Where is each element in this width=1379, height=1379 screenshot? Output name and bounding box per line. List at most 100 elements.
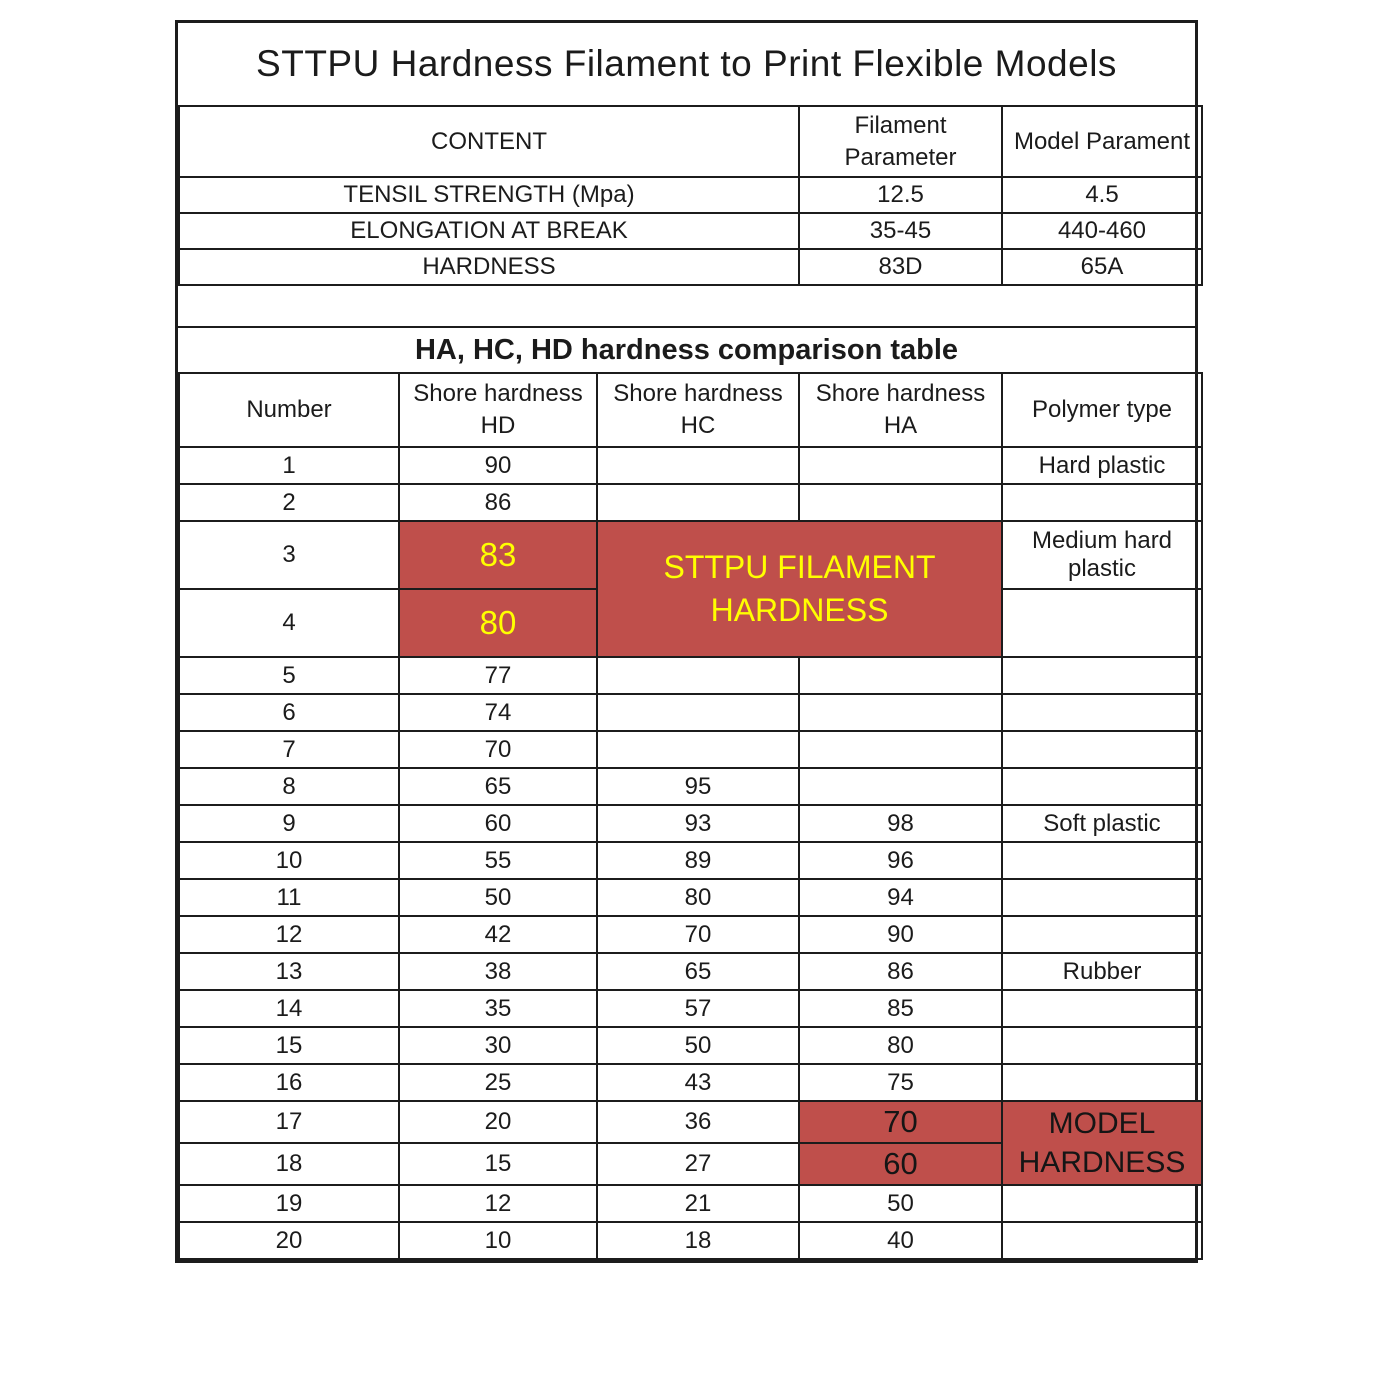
comp-cell-polymer — [1001, 1063, 1203, 1102]
comp-cell-hd: 35 — [398, 989, 598, 1028]
comp-cell-hd: 74 — [398, 693, 598, 732]
spec-cell-filament-value: 83D — [798, 248, 1003, 286]
comparison-row: 20 10 18 40 — [178, 1221, 1203, 1260]
comp-header-polymer-type: Polymer type — [1001, 372, 1203, 448]
comp-cell-ha: 80 — [798, 1026, 1003, 1065]
comp-cell-polymer — [1001, 693, 1203, 732]
comp-cell-hc: 89 — [596, 841, 800, 880]
spec-cell-content: HARDNESS — [178, 248, 800, 286]
comp-cell-hd: 20 — [398, 1100, 598, 1144]
comparison-row: 3 83 STTPU FILAMENT HARDNESS Medium hard pl… — [178, 520, 1203, 658]
comp-cell-hd: 55 — [398, 841, 598, 880]
spec-row: ELONGATION AT BREAK 35-45 440-460 — [178, 212, 1203, 250]
comp-cell-polymer — [1001, 841, 1203, 880]
comp-cell-hd: 15 — [398, 1142, 598, 1186]
comp-cell-hc — [596, 446, 800, 485]
comp-cell-ha: 85 — [798, 989, 1003, 1028]
spec-cell-model-value: 440-460 — [1001, 212, 1203, 250]
spacer-row — [178, 286, 1195, 328]
comp-cell-hc: 80 — [596, 878, 800, 917]
comp-cell-hc: 21 — [596, 1184, 800, 1223]
comp-cell-hd: 10 — [398, 1221, 598, 1260]
comp-cell-number: 19 — [178, 1184, 400, 1223]
comp-cell-ha: 60 — [798, 1142, 1003, 1186]
comp-cell-hc: 65 — [596, 952, 800, 991]
comp-cell-hd: 86 — [398, 483, 598, 522]
comparison-row: 15 30 50 80 — [178, 1026, 1203, 1065]
comp-cell-ha — [798, 730, 1003, 769]
comp-cell-hd: 12 — [398, 1184, 598, 1223]
comp-cell-hd: 50 — [398, 878, 598, 917]
comp-cell-number: 13 — [178, 952, 400, 991]
comp-cell-number: 18 — [178, 1142, 400, 1186]
spec-header-content: CONTENT — [178, 105, 800, 178]
comp-cell-polymer — [1001, 656, 1203, 695]
comp-header-shore-hc: Shore hardness HC — [596, 372, 800, 448]
comparison-row: 9 60 93 98 Soft plastic — [178, 804, 1203, 843]
comp-cell-hd: 42 — [398, 915, 598, 954]
comp-cell-ha: 94 — [798, 878, 1003, 917]
comp-cell-polymer: Rubber — [1001, 952, 1203, 991]
comp-cell-number: 20 — [178, 1221, 400, 1260]
filament-hardness-highlight: STTPU FILAMENT HARDNESS — [596, 520, 1003, 658]
comp-cell-hd: 77 — [398, 656, 598, 695]
comp-cell-polymer — [1001, 767, 1203, 806]
comp-cell-hc — [596, 693, 800, 732]
comp-cell-hc — [596, 656, 800, 695]
comparison-row: 2 86 — [178, 483, 1203, 522]
comp-cell-hd: 83 — [398, 520, 598, 590]
filament-hardness-label: STTPU FILAMENT HARDNESS — [663, 548, 936, 628]
comp-cell-hd: 38 — [398, 952, 598, 991]
comp-header-shore-ha: Shore hardness HA — [798, 372, 1003, 448]
comp-cell-number: 17 — [178, 1100, 400, 1144]
comp-cell-hd: 25 — [398, 1063, 598, 1102]
comp-header-number: Number — [178, 372, 400, 448]
comp-cell-hc: 36 — [596, 1100, 800, 1144]
comp-cell-hd: 60 — [398, 804, 598, 843]
comp-cell-hc: 50 — [596, 1026, 800, 1065]
comp-cell-ha: 90 — [798, 915, 1003, 954]
comp-cell-hc — [596, 483, 800, 522]
comp-cell-hc: 18 — [596, 1221, 800, 1260]
spec-cell-filament-value: 35-45 — [798, 212, 1003, 250]
comp-cell-ha: 98 — [798, 804, 1003, 843]
comp-cell-number: 10 — [178, 841, 400, 880]
comparison-row: 14 35 57 85 — [178, 989, 1203, 1028]
comp-cell-ha — [798, 693, 1003, 732]
comp-cell-hc: 70 — [596, 915, 800, 954]
model-hardness-highlight: MODEL HARDNESS — [1001, 1100, 1203, 1186]
spec-row: TENSIL STRENGTH (Mpa) 12.5 4.5 — [178, 176, 1203, 214]
comp-header-shore-hd: Shore hardness HD — [398, 372, 598, 448]
comp-cell-number: 2 — [178, 483, 400, 522]
document-title: STTPU Hardness Filament to Print Flexibl… — [256, 43, 1117, 84]
comp-cell-hc: 43 — [596, 1063, 800, 1102]
spec-table-body: TENSIL STRENGTH (Mpa) 12.5 4.5 ELONGATION A… — [178, 176, 1203, 286]
comp-cell-polymer: Hard plastic — [1001, 446, 1203, 485]
comparison-row: 4 80 — [178, 588, 1203, 658]
hardness-spec-sheet: STTPU Hardness Filament to Print Flexibl… — [175, 20, 1203, 1263]
comparison-row: 13 38 65 86 Rubber — [178, 952, 1203, 991]
comparison-row: 16 25 43 75 — [178, 1063, 1203, 1102]
comp-cell-polymer — [1001, 878, 1203, 917]
comp-cell-hc: 57 — [596, 989, 800, 1028]
spec-cell-content: ELONGATION AT BREAK — [178, 212, 800, 250]
comp-cell-ha — [798, 767, 1003, 806]
comp-cell-polymer — [1001, 915, 1203, 954]
spec-header-filament-parameter: Filament Parameter — [798, 105, 1003, 178]
comp-cell-polymer: Soft plastic — [1001, 804, 1203, 843]
comp-cell-hd: 65 — [398, 767, 598, 806]
comp-cell-number: 5 — [178, 656, 400, 695]
comparison-row: 10 55 89 96 — [178, 841, 1203, 880]
spec-table: CONTENT Filament Parameter Model Paramen… — [178, 105, 1203, 286]
comp-cell-number: 7 — [178, 730, 400, 769]
comparison-row: 7 70 — [178, 730, 1203, 769]
comp-cell-hc: 93 — [596, 804, 800, 843]
comparison-table-body: 1 90 Hard plastic 2 86 3 83 STTPU FILAMENT HARD… — [178, 446, 1203, 1260]
comp-cell-polymer — [1001, 1026, 1203, 1065]
comp-cell-polymer — [1001, 1184, 1203, 1223]
comp-cell-ha — [798, 446, 1003, 485]
comp-cell-polymer — [1001, 989, 1203, 1028]
spec-header-model-parament: Model Parament — [1001, 105, 1203, 178]
comparison-row: 11 50 80 94 — [178, 878, 1203, 917]
